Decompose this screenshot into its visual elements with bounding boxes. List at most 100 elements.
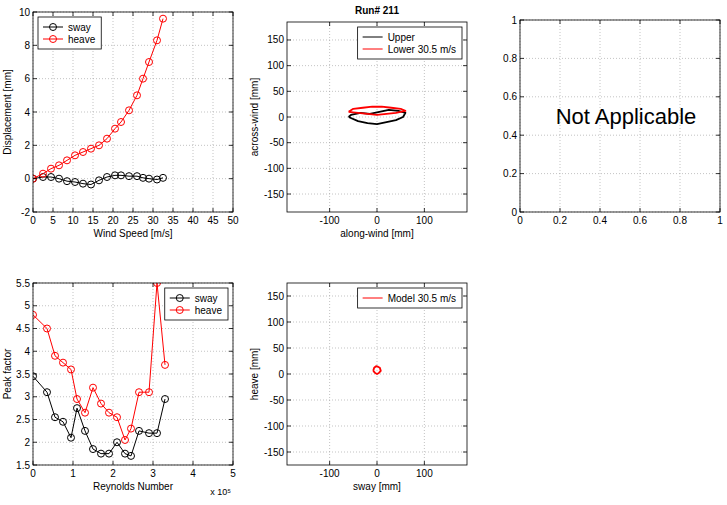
- grid-line: [33, 351, 233, 352]
- legend-swatch: [363, 49, 383, 50]
- tick-label: 0.4: [503, 130, 517, 141]
- tick-mark: [33, 208, 34, 212]
- data-point: [126, 107, 133, 114]
- tick-label: 50: [273, 343, 285, 354]
- data-point: [33, 175, 37, 182]
- x-axis-label: sway [mm]: [353, 481, 401, 492]
- data-point: [72, 152, 79, 159]
- data-point: [118, 172, 125, 179]
- tick-mark: [229, 12, 233, 13]
- tick-mark: [229, 78, 233, 79]
- tick-mark: [229, 328, 233, 329]
- tick-label: 100: [267, 317, 284, 328]
- tick-label: -100: [320, 215, 340, 226]
- tick-mark: [229, 442, 233, 443]
- tick-mark: [424, 208, 425, 212]
- tick-mark: [33, 283, 37, 284]
- tick-label: 100: [416, 468, 433, 479]
- tick-mark: [153, 12, 154, 16]
- tick-label: 0.8: [673, 215, 687, 226]
- data-point: [134, 92, 141, 99]
- tick-label: 6: [24, 73, 30, 84]
- tick-label: 3: [24, 391, 30, 402]
- grid-line: [33, 328, 233, 329]
- data-point: [52, 352, 59, 359]
- data-point: [98, 400, 105, 407]
- tick-label: 0.2: [553, 215, 567, 226]
- axes-frame: [520, 20, 720, 212]
- data-point: [104, 135, 111, 142]
- tick-mark: [73, 12, 74, 16]
- tick-label: 1: [717, 215, 723, 226]
- data-point: [118, 119, 125, 126]
- tick-mark: [33, 78, 37, 79]
- tick-label: 0: [374, 468, 380, 479]
- tick-mark: [560, 20, 561, 24]
- panel: -1000100-150-100-50050100150sway [mm]hea…: [249, 283, 467, 492]
- tick-mark: [377, 461, 378, 465]
- series-group: [33, 15, 167, 188]
- annotation: x 10⁵: [210, 487, 231, 497]
- tick-mark: [33, 396, 37, 397]
- series-line: [33, 283, 165, 440]
- tick-label: 20: [107, 215, 119, 226]
- tick-mark: [193, 283, 194, 287]
- tick-mark: [520, 135, 524, 136]
- tick-mark: [560, 208, 561, 212]
- tick-mark: [287, 117, 291, 118]
- axes-frame: [33, 12, 233, 212]
- data-point: [146, 175, 153, 182]
- grid-line: [287, 348, 467, 349]
- panel: -1000100-150-100-50050100150along-wind […: [249, 5, 467, 239]
- series-line: [349, 107, 406, 115]
- grid-line: [33, 145, 233, 146]
- page: {"chart_data": [ {"type": "line", "xlabe…: [0, 0, 727, 505]
- tick-label: 5: [50, 215, 56, 226]
- tick-mark: [520, 173, 524, 174]
- tick-mark: [229, 465, 233, 466]
- data-point: [82, 409, 89, 416]
- tick-mark: [287, 322, 291, 323]
- x-axis-label: Wind Speed [m/s]: [94, 228, 173, 239]
- tick-mark: [73, 208, 74, 212]
- tick-mark: [720, 20, 721, 24]
- tick-mark: [33, 328, 37, 329]
- tick-label: 0: [374, 215, 380, 226]
- tick-mark: [424, 461, 425, 465]
- tick-mark: [173, 208, 174, 212]
- tick-mark: [287, 65, 291, 66]
- tick-label: 5.5: [16, 278, 30, 289]
- tick-label: 0: [278, 369, 284, 380]
- plot-area: [33, 12, 233, 212]
- tick-mark: [133, 12, 134, 16]
- data-point: [114, 414, 121, 421]
- data-point: [72, 179, 79, 186]
- tick-mark: [287, 39, 291, 40]
- figure: 05101520253035404550-20246810Wind Speed …: [0, 0, 727, 505]
- y-axis-label: heave [mm]: [249, 348, 260, 400]
- data-point: [146, 59, 153, 66]
- tick-mark: [73, 461, 74, 465]
- tick-label: 100: [267, 60, 284, 71]
- tick-label: 5: [24, 300, 30, 311]
- tick-mark: [133, 208, 134, 212]
- tick-mark: [463, 194, 467, 195]
- data-point: [90, 446, 97, 453]
- tick-mark: [680, 208, 681, 212]
- tick-mark: [716, 96, 720, 97]
- tick-label: 0: [24, 173, 30, 184]
- data-point: [106, 409, 113, 416]
- grid-line: [33, 396, 233, 397]
- tick-mark: [600, 20, 601, 24]
- tick-mark: [287, 296, 291, 297]
- data-point: [68, 366, 75, 373]
- tick-mark: [193, 461, 194, 465]
- tick-mark: [287, 168, 291, 169]
- grid-line: [113, 12, 114, 212]
- grid-line: [520, 173, 720, 174]
- data-point: [56, 175, 63, 182]
- legend: Model 30.5 m/s: [358, 288, 462, 308]
- x-axis-label: along-wind [mm]: [340, 228, 414, 239]
- data-point: [122, 436, 129, 443]
- tick-mark: [716, 20, 720, 21]
